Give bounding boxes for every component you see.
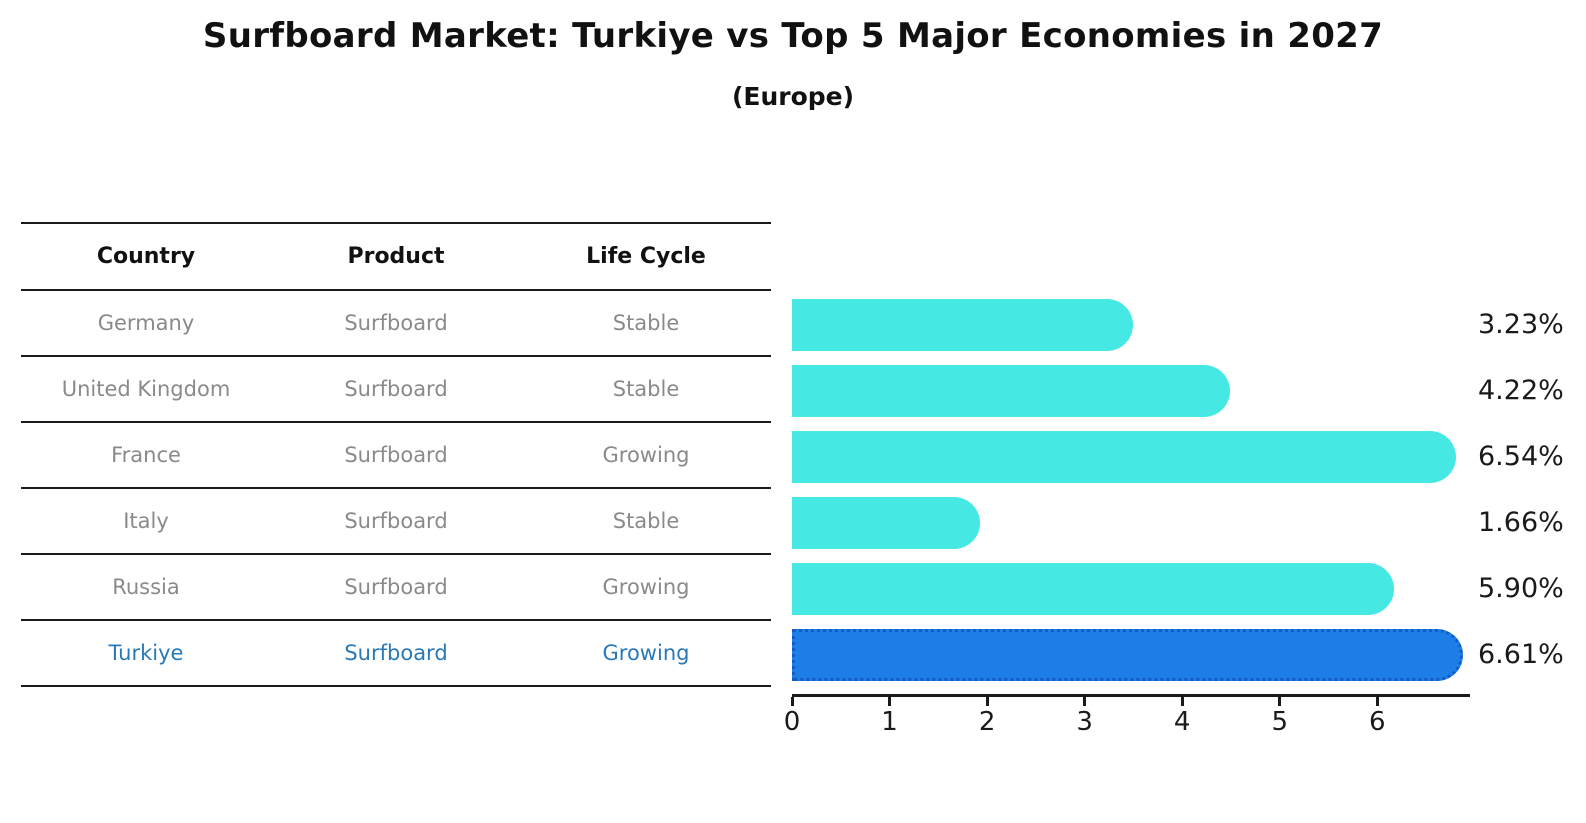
value-label-germany: 3.23% [1478,309,1564,340]
life-cycle-cell: Growing [602,443,690,467]
page-subtitle: (Europe) [731,82,855,111]
table-row-germany: Germany Surfboard Stable [21,291,771,357]
bar-united-kingdom [792,365,1230,417]
bar-turkiye-highlighted [792,629,1463,681]
value-label-turkiye: 6.61% [1478,639,1564,670]
country-cell: France [111,443,181,467]
x-tick-label: 4 [1173,707,1191,737]
bar-russia [792,563,1394,615]
country-cell: Italy [123,509,169,533]
bar-germany [792,299,1134,351]
product-cell: Surfboard [344,575,448,599]
table-row-italy: Italy Surfboard Stable [21,489,771,555]
column-header-life-cycle: Life Cycle [586,244,706,269]
life-cycle-cell: Stable [612,311,680,335]
table-row-russia: Russia Surfboard Growing [21,555,771,621]
life-cycle-cell: Growing [602,641,690,665]
column-header-product: Product [347,244,445,269]
page-title: Surfboard Market: Turkiye vs Top 5 Major… [202,16,1384,56]
x-tick-mark [790,697,794,706]
bar-france [792,431,1456,483]
x-tick-mark [1083,697,1087,706]
country-cell: Russia [112,575,180,599]
x-tick-mark [1180,697,1184,706]
life-cycle-cell: Stable [612,509,680,533]
x-axis-line [792,694,1470,697]
product-cell: Surfboard [344,443,448,467]
life-cycle-cell: Growing [602,575,690,599]
value-label-italy: 1.66% [1478,507,1564,538]
product-cell: Surfboard [344,377,448,401]
x-tick-mark [1375,697,1379,706]
x-tick-label: 2 [978,707,996,737]
country-cell: Turkiye [108,641,184,665]
column-header-country: Country [96,244,196,269]
country-table: Country Product Life Cycle Germany Surfb… [21,222,771,687]
x-tick-mark [985,697,989,706]
x-tick-label: 3 [1076,707,1093,737]
value-label-france: 6.54% [1478,441,1564,472]
table-header-row: Country Product Life Cycle [21,224,771,291]
x-tick-label: 1 [881,707,898,737]
value-label-russia: 5.90% [1478,573,1564,604]
product-cell: Surfboard [344,509,448,533]
bar-italy [792,497,980,549]
country-cell: Germany [97,311,195,335]
country-cell: United Kingdom [61,377,231,401]
table-row-united-kingdom: United Kingdom Surfboard Stable [21,357,771,423]
x-tick-label: 5 [1271,707,1289,737]
product-cell: Surfboard [344,311,448,335]
product-cell: Surfboard [344,641,448,665]
table-row-france: France Surfboard Growing [21,423,771,489]
x-tick-label: 0 [783,707,801,737]
x-tick-label: 6 [1369,707,1386,737]
life-cycle-cell: Stable [612,377,680,401]
x-tick-mark [1278,697,1282,706]
x-tick-mark [888,697,892,706]
table-row-turkiye: Turkiye Surfboard Growing [21,621,771,687]
value-label-united-kingdom: 4.22% [1478,375,1564,406]
